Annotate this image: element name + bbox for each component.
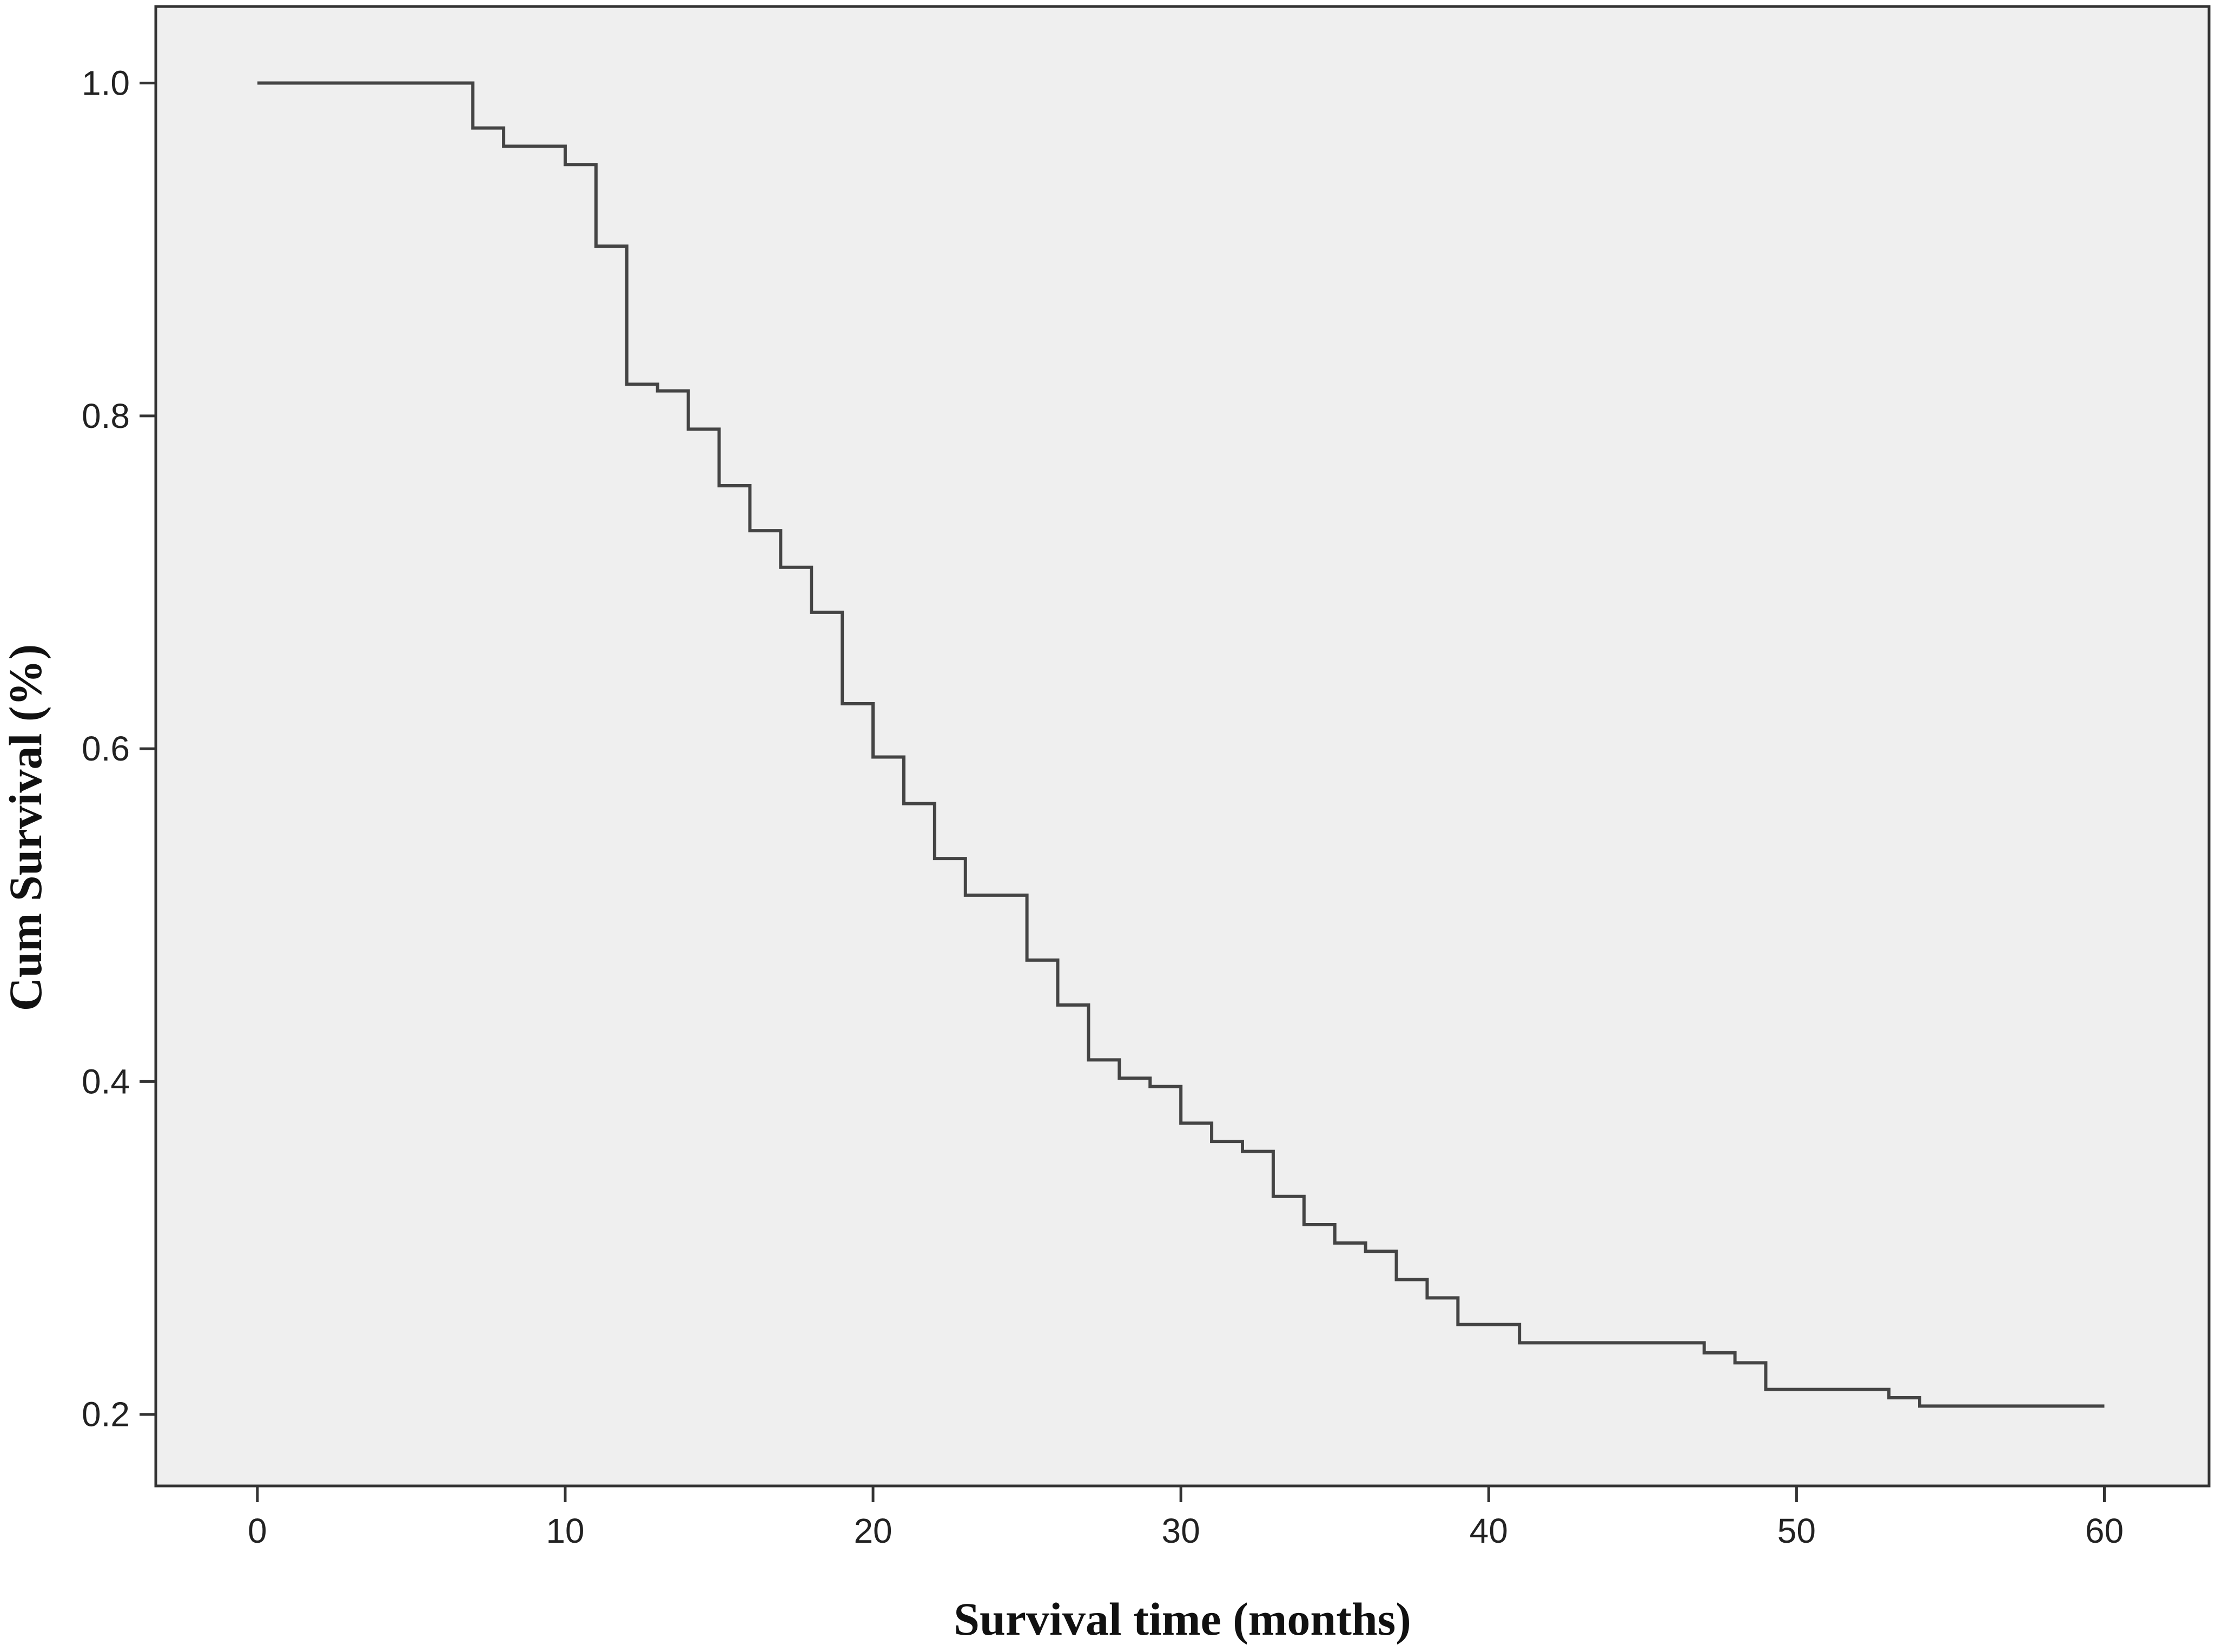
plot-background xyxy=(154,5,2211,1488)
x-tick-label: 10 xyxy=(546,1511,584,1550)
survival-curve xyxy=(257,81,2105,1408)
y-axis-title: Cum Survival (%) xyxy=(0,644,51,1011)
y-tick-label: 1.0 xyxy=(82,64,130,103)
x-tick-label: 40 xyxy=(1470,1511,1508,1550)
x-tick-label: 60 xyxy=(2085,1511,2124,1550)
y-tick-label: 0.4 xyxy=(82,1062,130,1101)
y-tick-label: 0.6 xyxy=(82,729,130,768)
x-tick-label: 20 xyxy=(854,1511,892,1550)
x-axis-title: Survival time (months) xyxy=(954,1593,1411,1645)
x-tick-label: 50 xyxy=(1777,1511,1816,1550)
x-tick-label: 0 xyxy=(248,1511,267,1550)
x-axis-ticks: 0 10 20 30 40 50 60 xyxy=(248,1486,2124,1550)
x-tick-label: 30 xyxy=(1162,1511,1200,1550)
y-tick-label: 0.8 xyxy=(82,397,130,435)
y-axis-ticks: 0.2 0.4 0.6 0.8 1.0 xyxy=(82,64,156,1434)
y-tick-label: 0.2 xyxy=(82,1395,130,1434)
